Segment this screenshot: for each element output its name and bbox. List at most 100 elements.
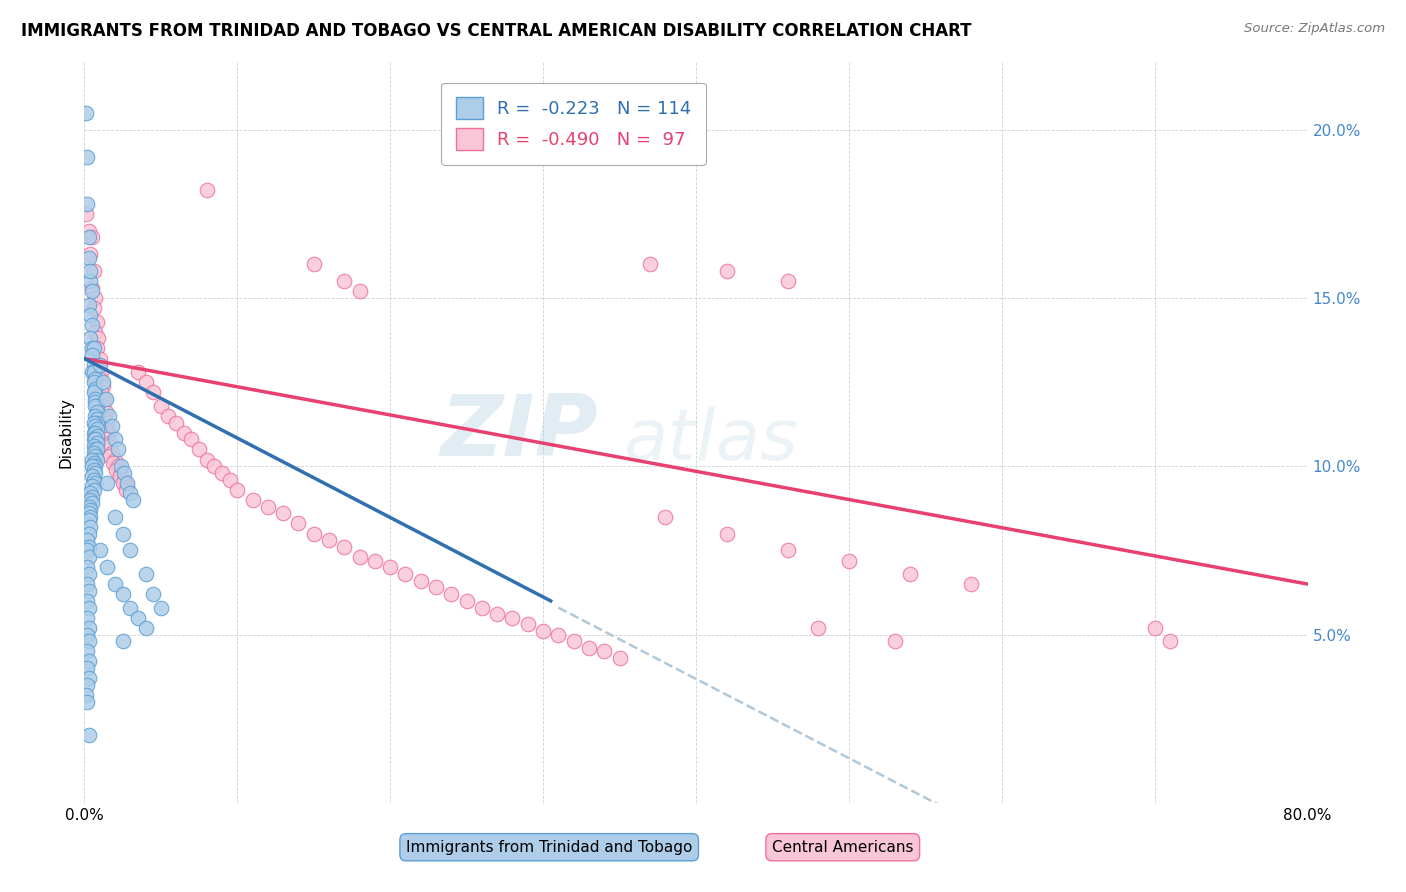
Point (84, 409, 107, 423)
Point (77, 729, 100, 743)
Point (86, 315, 108, 329)
Point (202, 459, 225, 474)
Point (96, 560, 118, 574)
Point (486, 607, 509, 622)
Point (120, 486, 142, 500)
Point (89, 372, 111, 386)
Point (257, 500, 280, 514)
Point (149, 600, 172, 615)
Point (97, 439, 120, 453)
Point (195, 452, 218, 467)
Point (76, 533, 98, 548)
Point (76, 610, 98, 624)
Point (77, 540, 100, 554)
Text: ZIP: ZIP (440, 391, 598, 475)
Point (115, 479, 138, 493)
Point (807, 621, 830, 635)
Point (76, 627, 98, 641)
Point (77, 671, 100, 685)
Point (122, 492, 145, 507)
Point (77, 583, 100, 598)
Point (716, 264, 738, 278)
Point (135, 621, 157, 635)
Point (142, 587, 165, 601)
Point (120, 600, 142, 615)
Point (75, 106, 97, 120)
Point (84, 476, 107, 491)
Point (502, 610, 524, 624)
Point (83, 375, 105, 389)
Point (211, 466, 233, 480)
Point (79, 486, 101, 500)
Point (716, 526, 738, 541)
Point (79, 503, 101, 517)
Point (86, 342, 108, 356)
Point (180, 433, 202, 447)
Point (89, 359, 111, 373)
Point (547, 627, 569, 641)
Text: Immigrants from Trinidad and Tobago: Immigrants from Trinidad and Tobago (406, 839, 692, 855)
Point (364, 553, 387, 567)
Point (111, 634, 134, 648)
Point (80, 230, 103, 244)
Point (84, 418, 107, 433)
Point (516, 617, 538, 632)
Point (79, 520, 101, 534)
Point (86, 405, 108, 419)
Point (105, 462, 128, 476)
Point (83, 462, 105, 476)
Point (86, 412, 108, 426)
Point (94, 392, 117, 406)
Point (75, 207, 97, 221)
Point (97, 409, 120, 423)
Point (195, 183, 218, 197)
Point (75, 688, 97, 702)
Point (84, 291, 107, 305)
Point (135, 566, 157, 581)
Point (93, 392, 115, 406)
Text: Central Americans: Central Americans (772, 839, 914, 855)
Point (91, 399, 114, 413)
Point (114, 483, 136, 497)
Point (76, 644, 98, 658)
Point (86, 429, 108, 443)
Point (76, 678, 98, 692)
Point (333, 274, 356, 288)
Point (89, 351, 111, 366)
Point (76, 661, 98, 675)
Point (80, 281, 103, 295)
Point (86, 442, 108, 457)
Point (89, 543, 111, 558)
Point (456, 594, 478, 608)
Point (776, 543, 799, 558)
Point (593, 644, 616, 658)
Point (83, 473, 105, 487)
Point (77, 526, 100, 541)
Point (112, 466, 135, 480)
Point (157, 409, 180, 423)
Point (84, 425, 107, 440)
Point (80, 348, 103, 362)
Point (638, 257, 661, 271)
Point (349, 550, 371, 565)
Point (77, 224, 100, 238)
Point (83, 433, 105, 447)
Point (76, 594, 98, 608)
Point (76, 695, 98, 709)
Point (93, 412, 115, 426)
Point (86, 452, 108, 467)
Point (110, 466, 132, 480)
Point (115, 476, 138, 491)
Point (83, 416, 105, 430)
Point (80, 285, 103, 299)
Point (84, 459, 107, 474)
Point (84, 392, 107, 406)
Point (76, 196, 98, 211)
Point (101, 418, 124, 433)
Point (83, 483, 105, 497)
Point (101, 446, 124, 460)
Point (98, 449, 121, 463)
Point (91, 378, 114, 392)
Point (83, 264, 105, 278)
Point (883, 634, 905, 648)
